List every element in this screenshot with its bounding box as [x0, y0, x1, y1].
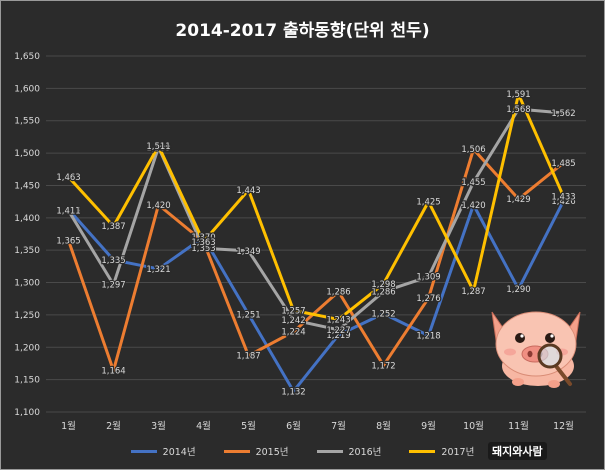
data-label: 1,370: [191, 233, 215, 243]
data-label: 1,286: [326, 288, 350, 298]
y-tick-label: 1,100: [14, 408, 40, 418]
data-label: 1,562: [551, 109, 575, 119]
data-label: 1,463: [56, 173, 80, 183]
data-label: 1,290: [506, 285, 530, 295]
data-label: 1,429: [506, 195, 530, 205]
data-label: 1,164: [101, 367, 125, 377]
data-label: 1,433: [551, 192, 575, 202]
data-label: 1,227: [326, 326, 350, 336]
legend-item: 2015년: [223, 444, 289, 458]
x-tick-label: 3월: [151, 420, 166, 432]
data-label: 1,309: [416, 273, 440, 283]
series-line-2017년: [67, 92, 565, 321]
x-tick-label: 7월: [331, 420, 346, 432]
pig-with-magnifier-icon: [491, 311, 581, 388]
data-label: 1,276: [416, 294, 440, 304]
legend-label: 2016년: [348, 447, 382, 458]
data-label: 1,568: [506, 105, 530, 115]
y-tick-label: 1,550: [14, 117, 40, 127]
data-label: 1,363: [191, 238, 215, 248]
y-tick-label: 1,350: [14, 246, 40, 256]
data-label: 1,387: [101, 222, 125, 232]
data-label: 1,321: [146, 265, 170, 275]
x-tick-label: 10월: [463, 420, 484, 432]
legend-item: 2014년: [130, 444, 196, 458]
data-label: 1,335: [101, 256, 125, 266]
data-label: 1,411: [56, 207, 80, 217]
legend-swatch: [223, 449, 250, 453]
legend-swatch: [130, 449, 157, 453]
legend-label: 2014년: [162, 447, 196, 458]
y-tick-label: 1,650: [14, 52, 40, 62]
data-label: 1,242: [281, 316, 305, 326]
series-line-2014년: [67, 200, 565, 393]
y-tick-label: 1,250: [14, 311, 40, 321]
y-tick-label: 1,300: [14, 279, 40, 289]
y-tick-label: 1,500: [14, 149, 40, 159]
x-tick-label: 4월: [196, 420, 211, 432]
data-label: 1,506: [461, 145, 485, 155]
y-tick-label: 1,450: [14, 181, 40, 191]
data-label: 1,132: [281, 387, 305, 397]
data-label: 1,219: [326, 331, 350, 341]
data-label: 1,297: [101, 280, 125, 290]
data-label: 1,243: [326, 315, 350, 325]
data-label: 1,511: [146, 142, 170, 152]
data-label: 1,172: [371, 361, 395, 371]
legend-swatch: [316, 449, 343, 453]
y-tick-label: 1,200: [14, 343, 40, 353]
chart-title: 2014-2017 출하동향(단위 천두): [175, 21, 430, 41]
data-label: 1,187: [236, 352, 260, 362]
brand-logo: 돼지와사람: [488, 442, 547, 460]
data-label: 1,509: [146, 143, 170, 153]
x-tick-label: 6월: [286, 420, 301, 432]
data-label: 1,426: [551, 197, 575, 207]
data-label: 1,425: [416, 198, 440, 208]
x-tick-label: 2월: [106, 420, 121, 432]
data-label: 1,420: [461, 201, 485, 211]
x-tick-label: 1월: [61, 420, 76, 432]
series-line-2016년: [67, 107, 564, 332]
data-label: 1,591: [506, 90, 530, 100]
series-line-2015년: [67, 147, 565, 373]
y-tick-label: 1,150: [14, 376, 40, 386]
x-tick-label: 9월: [421, 420, 436, 432]
data-label: 1,224: [281, 328, 305, 338]
data-label: 1,443: [236, 186, 260, 196]
legend-label: 2017년: [441, 447, 475, 458]
legend-label: 2015년: [255, 447, 289, 458]
data-label: 1,353: [191, 244, 215, 254]
data-label: 1,365: [56, 236, 80, 246]
x-tick-label: 5월: [241, 420, 256, 432]
x-tick-label: 12월: [553, 420, 574, 432]
data-label: 1,420: [146, 201, 170, 211]
data-label: 1,298: [371, 280, 395, 290]
data-label: 1,257: [281, 306, 305, 316]
data-label: 1,218: [416, 332, 440, 342]
data-label: 1,252: [371, 310, 395, 320]
data-label: 1,349: [236, 247, 260, 257]
x-tick-label: 11월: [508, 420, 529, 432]
data-label: 1,455: [461, 178, 485, 188]
data-label: 1,287: [461, 287, 485, 297]
legend-item: 2017년: [409, 444, 474, 458]
data-label: 1,363: [191, 238, 215, 248]
legend: 2014년 2015년 2016년 2017년: [0, 444, 605, 458]
legend-item: 2016년: [316, 444, 382, 458]
data-label: 1,485: [551, 159, 575, 169]
legend-swatch: [409, 449, 436, 453]
data-label: 1,251: [236, 310, 260, 320]
data-label: 1,286: [371, 288, 395, 298]
data-label: 1,413: [56, 205, 80, 215]
x-tick-label: 8월: [376, 420, 391, 432]
y-tick-label: 1,400: [14, 214, 40, 224]
y-tick-label: 1,600: [14, 84, 40, 94]
